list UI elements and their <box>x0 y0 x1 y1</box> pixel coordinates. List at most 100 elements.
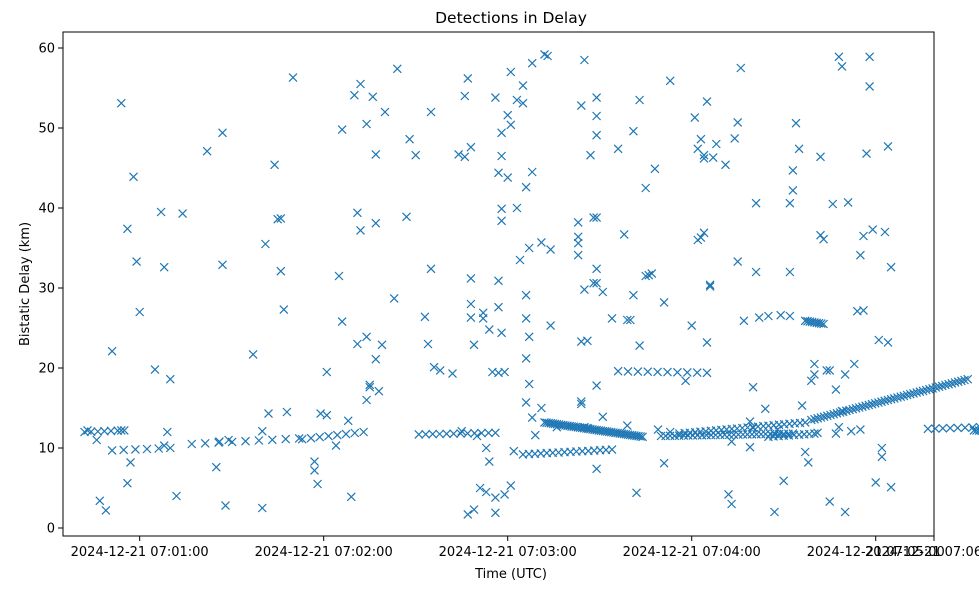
data-point-430 <box>546 321 556 331</box>
data-point-2 <box>93 427 103 436</box>
data-point-390 <box>490 508 500 518</box>
data-point-383 <box>478 313 488 323</box>
data-point-300 <box>150 365 160 375</box>
data-point-6 <box>119 425 129 435</box>
data-point-17 <box>241 436 250 446</box>
data-point-564 <box>880 227 890 237</box>
data-point-510 <box>751 198 761 208</box>
data-point-296 <box>126 457 135 467</box>
data-point-444 <box>573 217 583 227</box>
data-point-352 <box>371 354 381 364</box>
data-point-568 <box>886 482 896 492</box>
data-point-400 <box>497 328 507 338</box>
data-point-290 <box>101 505 111 515</box>
data-point-368 <box>454 149 464 159</box>
data-point-363 <box>426 107 436 117</box>
data-point-13 <box>187 439 197 449</box>
data-point-471 <box>641 183 651 193</box>
data-point-502 <box>733 257 743 267</box>
data-point-542 <box>834 422 844 432</box>
data-point-229 <box>960 375 969 385</box>
data-point-354 <box>377 340 387 350</box>
data-point-18 <box>254 436 264 445</box>
data-point-387 <box>484 325 494 335</box>
data-point-305 <box>165 374 175 384</box>
data-point-547 <box>840 369 850 379</box>
data-point-498 <box>727 499 737 509</box>
data-point-89 <box>638 432 648 442</box>
x-tick-label-2: 2024-12-21 07:03:00 <box>439 545 577 560</box>
data-point-527 <box>800 447 810 457</box>
data-point-420 <box>524 243 534 253</box>
data-point-9 <box>130 444 140 454</box>
data-point-413 <box>518 98 528 108</box>
data-point-184 <box>816 413 826 422</box>
data-point-503 <box>736 63 746 73</box>
x-tick-label-1: 2024-12-21 07:02:00 <box>255 545 393 560</box>
data-point-556 <box>862 149 871 159</box>
y-tick-label-0: 0 <box>47 522 55 537</box>
data-point-304 <box>162 427 172 437</box>
data-point-395 <box>494 168 503 178</box>
data-point-187 <box>826 410 835 420</box>
data-point-292 <box>116 98 126 108</box>
data-point-362 <box>423 339 433 349</box>
data-point-422 <box>527 58 537 68</box>
data-point-469 <box>635 341 645 351</box>
data-point-562 <box>877 452 887 462</box>
data-point-509 <box>751 267 761 277</box>
data-point-439 <box>592 264 602 274</box>
data-point-520 <box>785 267 795 277</box>
data-point-301 <box>156 207 166 217</box>
data-point-324 <box>279 305 289 315</box>
data-point-369 <box>457 426 467 436</box>
data-point-88 <box>636 432 646 441</box>
data-point-365 <box>429 362 439 372</box>
data-point-446 <box>573 238 583 248</box>
data-point-451 <box>579 285 589 295</box>
data-point-345 <box>362 332 372 342</box>
data-point-532 <box>813 428 822 438</box>
data-point-425 <box>530 430 540 440</box>
data-point-239 <box>819 319 829 329</box>
data-point-379 <box>469 505 479 515</box>
data-point-501 <box>733 117 743 127</box>
data-point-329 <box>313 479 323 489</box>
data-point-432 <box>552 422 562 432</box>
y-tick-label-3: 30 <box>38 282 55 297</box>
data-point-311 <box>218 128 227 138</box>
data-point-464 <box>625 315 635 325</box>
data-point-364 <box>426 264 436 274</box>
data-point-409 <box>512 203 522 213</box>
data-point-505 <box>745 417 755 427</box>
data-point-449 <box>576 397 586 407</box>
data-point-548 <box>843 197 853 207</box>
data-point-526 <box>797 401 807 411</box>
data-point-462 <box>622 315 632 325</box>
data-point-438 <box>592 130 602 140</box>
data-point-249 <box>972 426 979 435</box>
data-point-29 <box>359 427 369 437</box>
data-point-427 <box>536 403 546 413</box>
data-point-241 <box>930 424 940 434</box>
data-point-39 <box>477 428 486 438</box>
data-point-441 <box>592 381 602 391</box>
data-point-348 <box>365 382 375 392</box>
x-tick-label-4: 2024-12-21 07:05:00 <box>807 545 945 560</box>
data-point-376 <box>466 299 476 309</box>
data-point-308 <box>202 146 212 156</box>
data-point-250 <box>974 426 979 436</box>
data-point-244 <box>953 423 963 433</box>
data-point-436 <box>592 93 602 103</box>
data-point-423 <box>527 167 537 177</box>
data-point-358 <box>402 212 411 222</box>
data-point-350 <box>371 149 381 159</box>
data-point-468 <box>635 95 645 105</box>
x-axis: 2024-12-21 07:01:00 2024-12-21 07:02:00 20… <box>71 536 979 560</box>
data-point-309 <box>211 462 221 472</box>
data-point-533 <box>816 152 825 162</box>
data-point-550 <box>849 359 859 369</box>
y-tick-label-2: 20 <box>38 362 55 377</box>
data-point-414 <box>521 182 531 192</box>
data-point-504 <box>739 316 749 326</box>
